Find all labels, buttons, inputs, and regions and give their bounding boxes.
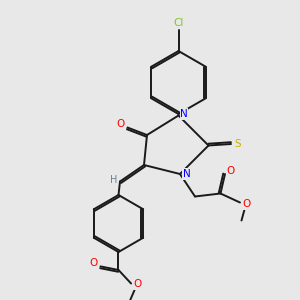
Text: O: O [133,279,141,289]
Text: O: O [226,166,235,176]
Text: N: N [180,109,188,119]
Text: O: O [90,258,98,268]
Text: S: S [234,139,241,149]
Text: O: O [242,199,250,209]
Text: O: O [117,119,125,130]
Text: N: N [183,169,190,179]
Text: Cl: Cl [173,17,184,28]
Text: H: H [110,175,117,185]
